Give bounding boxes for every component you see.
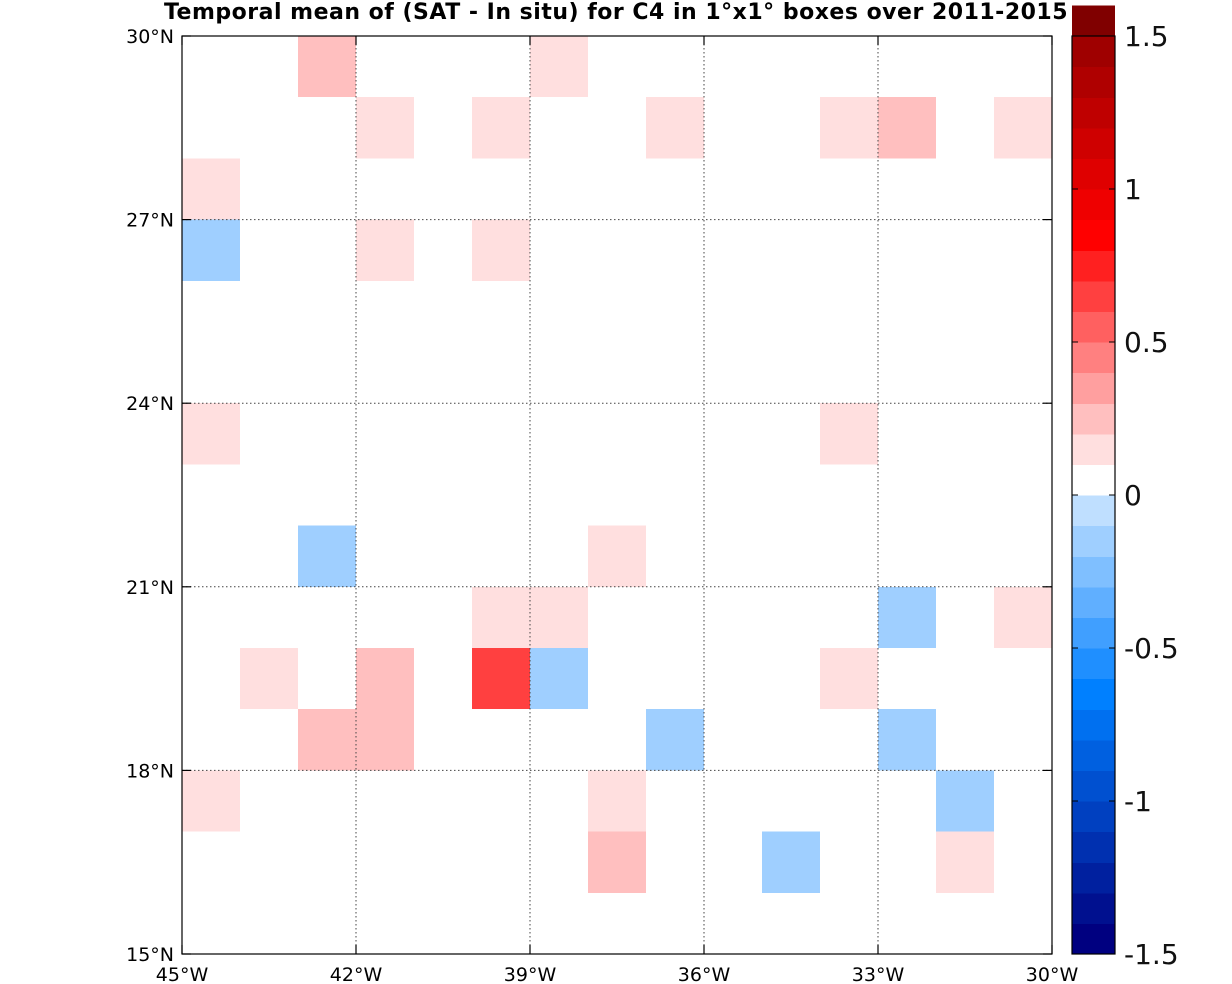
colorbar-segment-14: [1072, 495, 1115, 527]
colorbar-segment-9: [1072, 648, 1115, 680]
colorbar-tick-label-6: -1.5: [1124, 938, 1179, 971]
x-tick-label-0: 45°W: [156, 964, 209, 984]
heatmap-cell-11: [472, 219, 530, 281]
chart-title: Temporal mean of (SAT - In situ) for C4 …: [163, 0, 1069, 25]
y-tick-label-0: 30°N: [126, 26, 174, 48]
heatmap-cell-2: [356, 97, 414, 159]
axis-ticks: 45°W 42°W 39°W 36°W 33°W 30°W 30°N 27°N 24°N 21°N…: [126, 26, 1078, 984]
colorbar-segment-5: [1072, 770, 1115, 802]
colorbar-tick-label-2: 0.5: [1124, 326, 1169, 359]
heatmap-cell-9: [182, 219, 240, 281]
colorbar-segment-22: [1072, 250, 1115, 282]
colorbar-segment-8: [1072, 678, 1115, 710]
colorbar-segment-19: [1072, 342, 1115, 374]
y-tick-label-4: 18°N: [126, 760, 174, 782]
heatmap-cells: [182, 36, 1052, 893]
colorbar-tick-label-5: -1: [1124, 785, 1152, 818]
colorbar-segment-11: [1072, 586, 1115, 618]
colorbar-tick-label-3: 0: [1124, 479, 1142, 512]
heatmap-cell-33: [762, 831, 820, 893]
heatmap-cell-5: [820, 97, 878, 159]
colorbar-segment-4: [1072, 801, 1115, 833]
heatmap-cell-13: [820, 403, 878, 465]
colorbar-segment-26: [1072, 127, 1115, 159]
colorbar: 1.5 1 0.5 0 -0.5 -1 -1.5: [1071, 5, 1179, 971]
x-tick-label-1: 42°W: [330, 964, 383, 984]
heatmap-cell-18: [878, 586, 936, 648]
colorbar-segment-15: [1072, 464, 1115, 496]
colorbar-segment-18: [1072, 372, 1115, 404]
heatmap-cell-30: [588, 770, 646, 832]
heatmap-cell-20: [240, 648, 298, 710]
heatmap-cell-3: [472, 97, 530, 159]
plot-frame: [181, 35, 1053, 955]
colorbar-segment-20: [1072, 311, 1115, 343]
heatmap-cell-22: [472, 648, 530, 710]
x-tick-label-3: 36°W: [678, 964, 731, 984]
heatmap-cell-31: [936, 770, 994, 832]
heatmap-cell-21: [356, 648, 414, 710]
colorbar-segment-12: [1072, 556, 1115, 588]
colorbar-segment-7: [1072, 709, 1115, 741]
y-tick-label-3: 21°N: [126, 577, 174, 599]
colorbar-tick-label-1: 1: [1124, 173, 1142, 206]
colorbar-segment-24: [1072, 189, 1115, 221]
heatmap-cell-29: [182, 770, 240, 832]
heatmap-cell-10: [356, 219, 414, 281]
heatmap-cell-0: [298, 36, 356, 98]
colorbar-segment-3: [1072, 831, 1115, 863]
colorbar-tick-label-0: 1.5: [1124, 20, 1169, 53]
heatmap-cell-32: [588, 831, 646, 893]
y-tick-label-5: 15°N: [126, 944, 174, 966]
heatmap-cell-17: [530, 586, 588, 648]
colorbar-segment-23: [1072, 219, 1115, 251]
colorbar-segment-30: [1072, 5, 1115, 37]
y-tick-label-1: 27°N: [126, 210, 174, 232]
colorbar-segment-16: [1072, 433, 1115, 465]
colorbar-segment-25: [1072, 158, 1115, 190]
colorbar-segment-6: [1072, 739, 1115, 771]
colorbar-tick-label-4: -0.5: [1124, 632, 1179, 665]
colorbar-segment-28: [1072, 66, 1115, 98]
heatmap-cell-25: [298, 709, 356, 771]
heatmap-cell-23: [530, 648, 588, 710]
colorbar-segment-27: [1072, 97, 1115, 129]
heatmap-cell-4: [646, 97, 704, 159]
heatmap-cell-8: [182, 158, 240, 220]
heatmap-cell-1: [530, 36, 588, 98]
x-tick-label-4: 33°W: [852, 964, 905, 984]
heatmap-cell-6: [878, 97, 936, 159]
y-tick-label-2: 24°N: [126, 393, 174, 415]
x-tick-label-2: 39°W: [504, 964, 557, 984]
heatmap-cell-24: [820, 648, 878, 710]
colorbar-segment-17: [1072, 403, 1115, 435]
colorbar-segment-1: [1072, 892, 1115, 924]
colorbar-segment-29: [1072, 36, 1115, 68]
heatmap-cell-14: [298, 525, 356, 587]
heatmap-cell-34: [936, 831, 994, 893]
heatmap-cell-12: [182, 403, 240, 465]
grid-lines: [182, 36, 1052, 954]
heatmap-cell-26: [356, 709, 414, 771]
x-tick-label-5: 30°W: [1026, 964, 1079, 984]
colorbar-segment-0: [1072, 923, 1115, 955]
heatmap-cell-16: [472, 586, 530, 648]
colorbar-segment-13: [1072, 525, 1115, 557]
heatmap-cell-28: [878, 709, 936, 771]
heatmap-cell-19: [994, 586, 1052, 648]
heatmap-cell-27: [646, 709, 704, 771]
colorbar-segment-10: [1072, 617, 1115, 649]
heatmap-cell-15: [588, 525, 646, 587]
colorbar-segment-21: [1072, 280, 1115, 312]
heatmap-cell-7: [994, 97, 1052, 159]
colorbar-segment-2: [1072, 862, 1115, 894]
